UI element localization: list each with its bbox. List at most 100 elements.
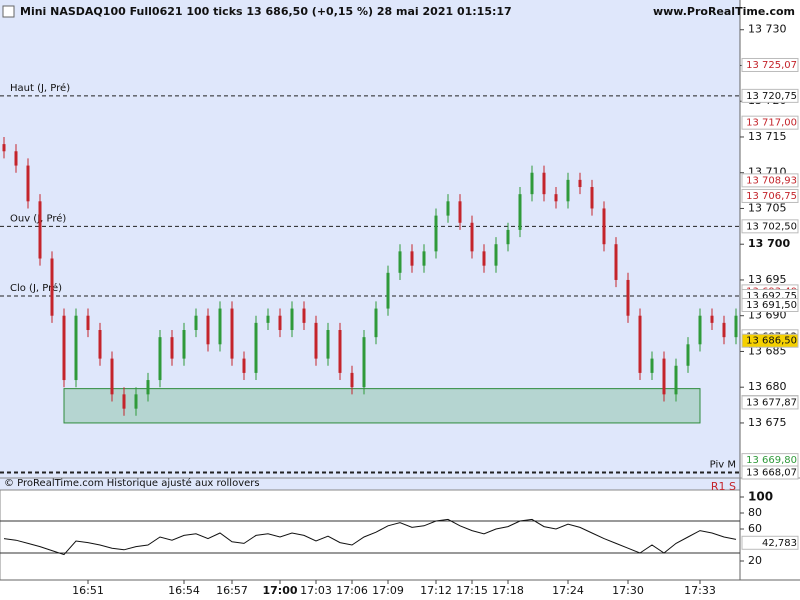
x-tick-label: 17:33: [684, 584, 716, 597]
bar-body: [602, 208, 606, 245]
bar-body: [338, 330, 342, 373]
x-tick-label: 16:51: [72, 584, 104, 597]
y-tick-label: 13 700: [748, 237, 790, 250]
bar-body: [542, 172, 546, 195]
price-tag: [741, 465, 799, 480]
bar-body: [734, 315, 738, 338]
level-label: Haut (J, Pré): [10, 82, 70, 94]
price-tag-label: 13 668,07: [746, 467, 797, 478]
indicator-header: [0, 478, 740, 490]
bar-body: [170, 337, 174, 359]
indicator-tick-label: 100: [748, 490, 773, 504]
x-tick-label: 17:06: [336, 584, 368, 597]
bar-body: [566, 179, 570, 202]
bar-body: [26, 165, 30, 202]
price-tag-label: 13 677,87: [746, 397, 797, 408]
x-tick-label: 17:15: [456, 584, 488, 597]
bar-body: [638, 315, 642, 373]
bar-body: [398, 251, 402, 273]
y-tick-label: 13 680: [748, 380, 787, 393]
y-tick-label: 13 730: [748, 23, 787, 36]
bar-body: [662, 358, 666, 395]
y-tick-label: 13 675: [748, 416, 787, 429]
price-tag-label: 13 691,50: [746, 300, 797, 311]
price-tag-label: 13 702,50: [746, 221, 797, 232]
bar-body: [290, 308, 294, 331]
bar-body: [350, 372, 354, 388]
bar-body: [110, 358, 114, 395]
bar-body: [410, 251, 414, 266]
x-tick-label: 17:09: [372, 584, 404, 597]
price-tag: [741, 88, 799, 103]
bar-body: [146, 380, 150, 395]
indicator-title: © ProRealTime.com Historique ajusté aux …: [4, 477, 260, 489]
bar-body: [62, 315, 66, 381]
bar-body: [650, 358, 654, 373]
bar-body: [122, 394, 126, 409]
bar-body: [302, 308, 306, 323]
indicator-tick-label: 60: [748, 522, 762, 535]
bar-body: [446, 201, 450, 216]
bar-body: [266, 315, 270, 323]
indicator-tag-label: 42,783: [762, 538, 797, 549]
bar-body: [626, 279, 630, 316]
bar-body: [182, 330, 186, 359]
price-tag-label: 13 725,07: [746, 60, 797, 71]
price-tag: [741, 173, 799, 188]
level-label: Piv M: [710, 459, 736, 470]
bar-body: [674, 365, 678, 395]
bar-body: [326, 330, 330, 359]
price-tag: [741, 297, 799, 312]
level-label: Ouv (J, Pré): [10, 212, 66, 224]
bar-body: [278, 315, 282, 331]
menu-icon[interactable]: [2, 5, 15, 18]
x-tick-label: 17:03: [300, 584, 332, 597]
bar-body: [98, 330, 102, 359]
price-tag-label: 13 669,80: [746, 455, 797, 466]
price-tag: [741, 188, 799, 203]
x-tick-label: 17:12: [420, 584, 452, 597]
bar-body: [374, 308, 378, 338]
bar-body: [194, 315, 198, 331]
price-tag: [741, 115, 799, 130]
bar-body: [530, 172, 534, 195]
indicator-tick-label: 20: [748, 554, 762, 567]
bar-body: [386, 272, 390, 309]
annotation: R1 S: [711, 480, 736, 493]
bar-body: [242, 358, 246, 373]
bar-body: [482, 251, 486, 266]
price-tag: [741, 219, 799, 234]
bar-body: [218, 308, 222, 345]
x-tick-label: 16:54: [168, 584, 200, 597]
layer: Haut (J, Pré) Ouv (J, Pré) Clo (J, Pré) Piv…: [0, 23, 799, 597]
x-tick-label: 17:00: [262, 584, 297, 597]
bar-body: [362, 337, 366, 388]
bar-body: [578, 179, 582, 188]
price-tag-label: 13 706,75: [746, 191, 797, 202]
bar-body: [86, 315, 90, 331]
bar-body: [710, 315, 714, 323]
bar-body: [2, 144, 6, 152]
bar-body: [614, 244, 618, 280]
bar-body: [14, 151, 18, 166]
bar-body: [206, 315, 210, 345]
bar-body: [554, 194, 558, 202]
bar-body: [506, 229, 510, 245]
bar-body: [314, 322, 318, 359]
bar-body: [230, 308, 234, 359]
indicator-tick-label: 80: [748, 506, 762, 519]
support-zone: [63, 388, 701, 424]
bar-body: [590, 187, 594, 209]
price-tag-label: 13 708,93: [746, 175, 797, 186]
bar-body: [434, 215, 438, 252]
bar-body: [470, 222, 474, 252]
x-tick-label: 16:57: [216, 584, 248, 597]
price-tag: [741, 57, 799, 72]
indicator-tag: [741, 535, 799, 550]
source: www.ProRealTime.com: [653, 5, 795, 18]
x-tick-label: 17:18: [492, 584, 524, 597]
price-tag-label: 13 686,50: [746, 336, 797, 347]
bar-body: [722, 322, 726, 338]
bar-body: [254, 322, 258, 373]
price-tag-label: 13 720,75: [746, 91, 797, 102]
